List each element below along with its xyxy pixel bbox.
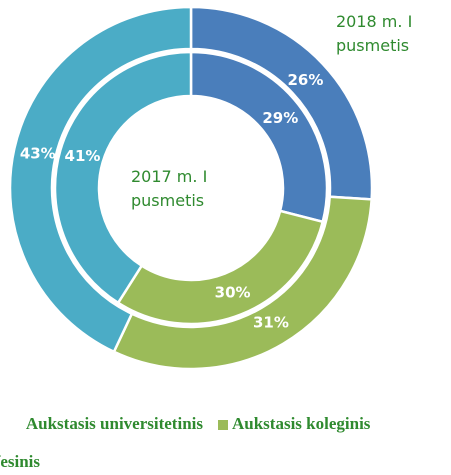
data-label: 30%	[215, 284, 251, 302]
data-label: 43%	[20, 144, 56, 162]
legend-swatch	[218, 420, 228, 430]
data-label: 26%	[287, 71, 323, 89]
legend-label: Aukstasis koleginis	[232, 414, 371, 433]
donut-segment	[189, 50, 329, 224]
donut-segment	[8, 5, 193, 354]
donut-segment	[53, 50, 193, 305]
data-label: 29%	[262, 109, 298, 127]
data-label: 31%	[253, 314, 289, 332]
legend-label: Profesinis	[0, 452, 40, 471]
data-label: 41%	[65, 147, 101, 165]
legend-label: Aukstasis universitetinis	[26, 414, 203, 433]
donut-segment	[116, 209, 325, 326]
